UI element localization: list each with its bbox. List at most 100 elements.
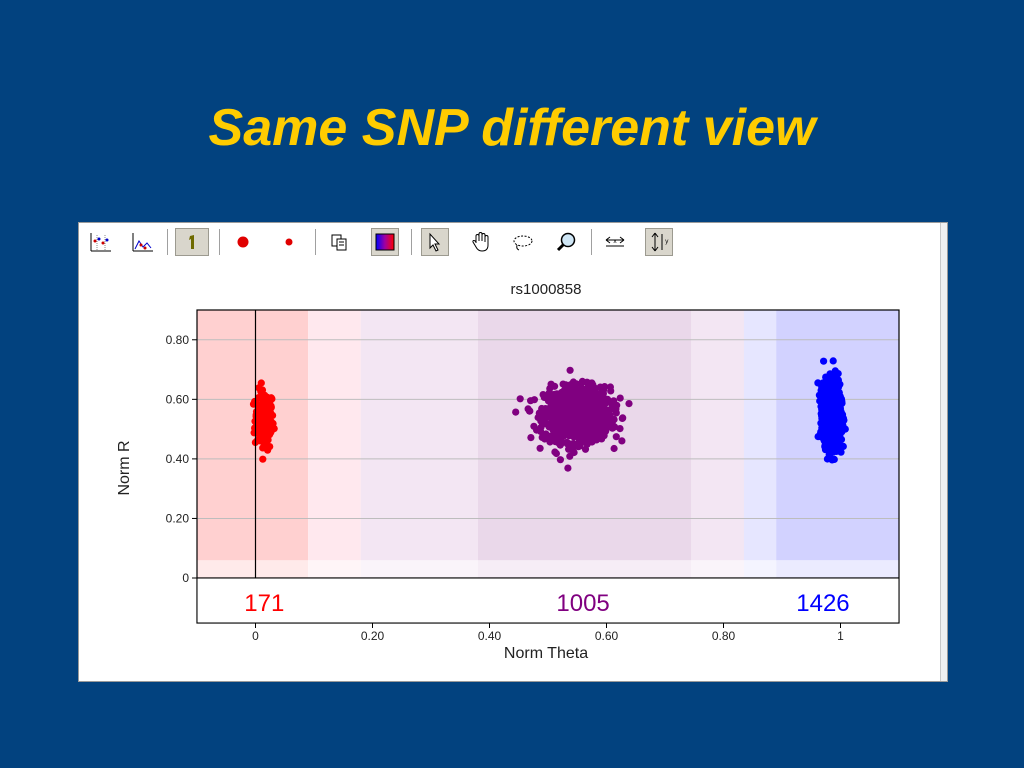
data-point [571,419,579,427]
data-point [255,384,263,392]
toolbar-separator [315,229,317,255]
data-point [553,434,561,442]
data-point [572,442,580,450]
copy-icon[interactable] [325,228,353,256]
data-point [820,357,828,365]
data-point [832,433,840,441]
data-point [262,406,270,414]
data-point [557,390,566,398]
toolbar-separator [219,229,221,255]
genotype-region [691,310,744,578]
data-point [544,395,553,403]
small-dot-icon[interactable] [275,228,303,256]
toolbar-separator [167,229,169,255]
pointer-icon[interactable] [421,228,449,256]
data-point [822,391,830,399]
data-point [257,401,265,409]
y-tick-label: 0.60 [166,392,190,406]
data-point [564,464,572,472]
data-point [838,411,846,419]
data-point [260,414,268,422]
scatter-plot: rs1000858 0 0.20 0.40 0.60 0.80 0 0.20 0.40 0.60… [116,281,900,662]
genotype-region [308,310,361,578]
data-point [625,400,633,408]
y-tick-label: 0.80 [166,333,190,347]
data-point [566,452,574,460]
data-point [582,437,590,445]
data-point [581,445,590,453]
cluster-points [249,379,278,463]
data-point [584,429,592,438]
data-point [559,432,568,440]
plot-frame [196,309,900,624]
x-tick-label: 0.80 [712,629,736,643]
data-point [537,427,545,435]
data-point [552,449,560,458]
y-tick-label: 0.40 [166,452,190,466]
y-scale-icon[interactable]: y [645,228,673,256]
hand-pan-icon[interactable] [467,228,495,256]
data-point [829,388,837,396]
color-map-icon[interactable] [371,228,399,256]
data-point [612,433,620,441]
data-point [261,430,269,438]
data-point [616,425,624,433]
zoom-icon[interactable] [553,228,581,256]
data-point [824,412,832,420]
data-point [610,444,618,453]
data-point [574,411,582,419]
data-point [834,370,842,378]
data-point [252,411,260,419]
cluster-counts: 171 1005 1426 [244,590,849,617]
x-tick-label: 0.40 [478,629,502,643]
lasso-icon[interactable] [509,228,537,256]
data-point [612,405,620,413]
y-axis-label: Norm R [116,440,133,495]
region-lower-band [197,560,899,578]
data-point [830,426,838,434]
x-tick-label: 0 [252,629,259,643]
data-point [582,414,590,423]
x-tick-label: 1 [837,629,844,643]
genotype-region [360,310,478,578]
data-point [556,456,564,464]
data-point [552,418,560,426]
data-point [551,392,559,400]
data-point [512,408,520,416]
axes: 0 0.20 0.40 0.60 0.80 0 0.20 0.40 0.60 0.80 1 [166,309,900,643]
data-point [255,435,263,443]
cluster-points [512,366,633,472]
data-point [604,407,612,415]
data-point [593,396,601,404]
data-point [524,405,532,413]
grid [197,339,899,519]
cluster-count-label: 1426 [796,590,849,617]
toolbar-separator [411,229,413,255]
cluster-count-label: 171 [244,590,284,617]
scatter-plot-icon[interactable] [87,228,115,256]
data-point [839,442,847,450]
histogram-icon[interactable] [129,228,157,256]
data-point [592,391,600,399]
x-scale-icon[interactable]: x [601,228,629,256]
data-point [565,445,573,453]
data-point [263,436,271,444]
data-point [553,399,561,407]
data-point [832,383,840,391]
data-point [541,405,550,413]
data-point [265,421,273,429]
data-point [824,400,832,408]
data-point [816,397,824,405]
number-one-icon[interactable] [175,228,209,256]
large-dot-icon[interactable] [229,228,257,256]
data-point [530,396,538,404]
data-point [606,383,615,391]
data-point [267,394,275,402]
data-point [546,411,554,419]
data-point [534,413,542,422]
data-point [601,383,609,391]
data-point [565,403,573,411]
data-point [830,455,838,463]
data-point [558,416,566,424]
x-tick-label: 0.20 [361,629,385,643]
